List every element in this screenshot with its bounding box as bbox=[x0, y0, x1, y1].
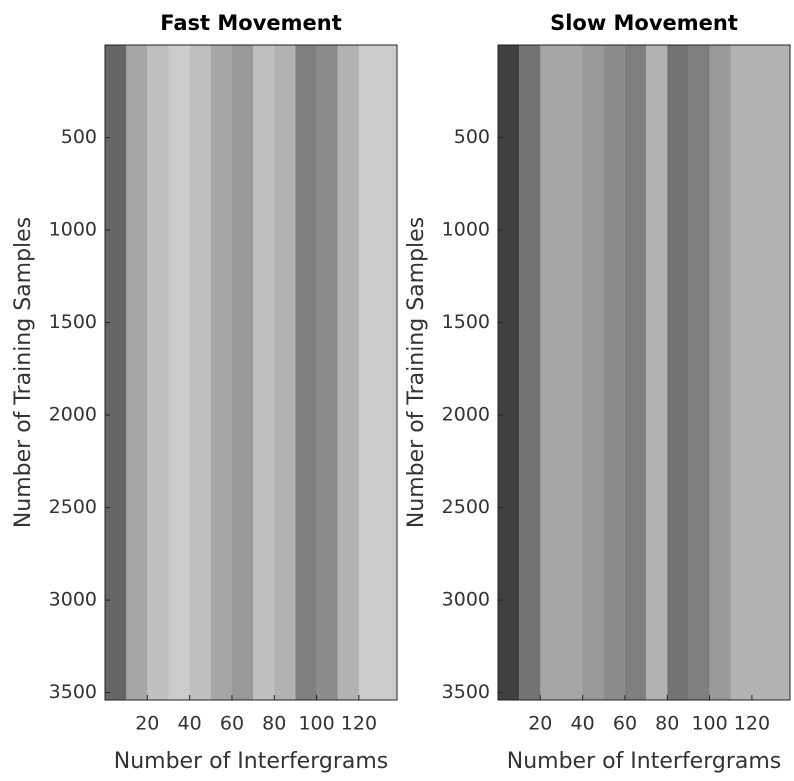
density-band bbox=[646, 45, 668, 700]
plot-frame bbox=[104, 44, 398, 701]
density-band bbox=[519, 45, 541, 700]
y-tick-label: 500 bbox=[454, 126, 490, 148]
y-tick-label: 3000 bbox=[442, 589, 490, 611]
x-tick-label: 100 bbox=[691, 713, 727, 735]
x-tick-label: 120 bbox=[341, 713, 377, 735]
density-band bbox=[316, 45, 338, 700]
x-axis-label: Number of Interfergrams bbox=[114, 749, 389, 774]
density-band bbox=[603, 45, 625, 700]
x-tick-label: 80 bbox=[262, 713, 286, 735]
density-band bbox=[773, 45, 790, 700]
x-tick-label: 40 bbox=[571, 713, 595, 735]
y-tick-label: 500 bbox=[61, 126, 97, 148]
density-band bbox=[168, 45, 190, 700]
x-axis-label: Number of Interfergrams bbox=[507, 749, 782, 774]
y-tick-label: 3500 bbox=[49, 681, 97, 703]
y-axis-label: Number of Training Samples bbox=[11, 217, 36, 528]
y-tick-label: 2500 bbox=[49, 496, 97, 518]
y-axis-label: Number of Training Samples bbox=[404, 217, 429, 528]
x-tick-label: 20 bbox=[135, 713, 159, 735]
x-tick-label: 120 bbox=[734, 713, 770, 735]
x-tick-label: 80 bbox=[655, 713, 679, 735]
density-band bbox=[358, 45, 381, 700]
plot-frame bbox=[497, 44, 791, 701]
density-band bbox=[147, 45, 169, 700]
density-band bbox=[295, 45, 317, 700]
y-tick-label: 2500 bbox=[442, 496, 490, 518]
density-band bbox=[624, 45, 647, 700]
density-band bbox=[105, 45, 127, 700]
density-band bbox=[210, 45, 232, 700]
density-band bbox=[561, 45, 583, 700]
y-tick-label: 3500 bbox=[442, 681, 490, 703]
chart-title: Fast Movement bbox=[160, 11, 342, 35]
density-band bbox=[667, 45, 689, 700]
density-band bbox=[253, 45, 275, 700]
density-band bbox=[688, 45, 710, 700]
y-tick-label: 2000 bbox=[442, 404, 490, 426]
y-tick-label: 1500 bbox=[442, 311, 490, 333]
density-band bbox=[274, 45, 296, 700]
chart-title: Slow Movement bbox=[550, 11, 738, 35]
y-tick-label: 1000 bbox=[442, 219, 490, 241]
density-band bbox=[380, 45, 397, 700]
density-band bbox=[337, 45, 359, 700]
density-band bbox=[751, 45, 774, 700]
x-tick-label: 60 bbox=[220, 713, 244, 735]
density-band bbox=[582, 45, 604, 700]
y-tick-label: 3000 bbox=[49, 589, 97, 611]
y-tick-label: 1000 bbox=[49, 219, 97, 241]
density-band bbox=[498, 45, 520, 700]
density-band bbox=[540, 45, 562, 700]
density-band bbox=[231, 45, 254, 700]
density-band bbox=[189, 45, 211, 700]
x-tick-label: 40 bbox=[178, 713, 202, 735]
x-tick-label: 60 bbox=[613, 713, 637, 735]
density-band bbox=[709, 45, 731, 700]
density-band bbox=[126, 45, 148, 700]
x-tick-label: 20 bbox=[528, 713, 552, 735]
y-tick-label: 2000 bbox=[49, 404, 97, 426]
x-tick-label: 100 bbox=[298, 713, 334, 735]
density-band bbox=[730, 45, 752, 700]
y-tick-label: 1500 bbox=[49, 311, 97, 333]
